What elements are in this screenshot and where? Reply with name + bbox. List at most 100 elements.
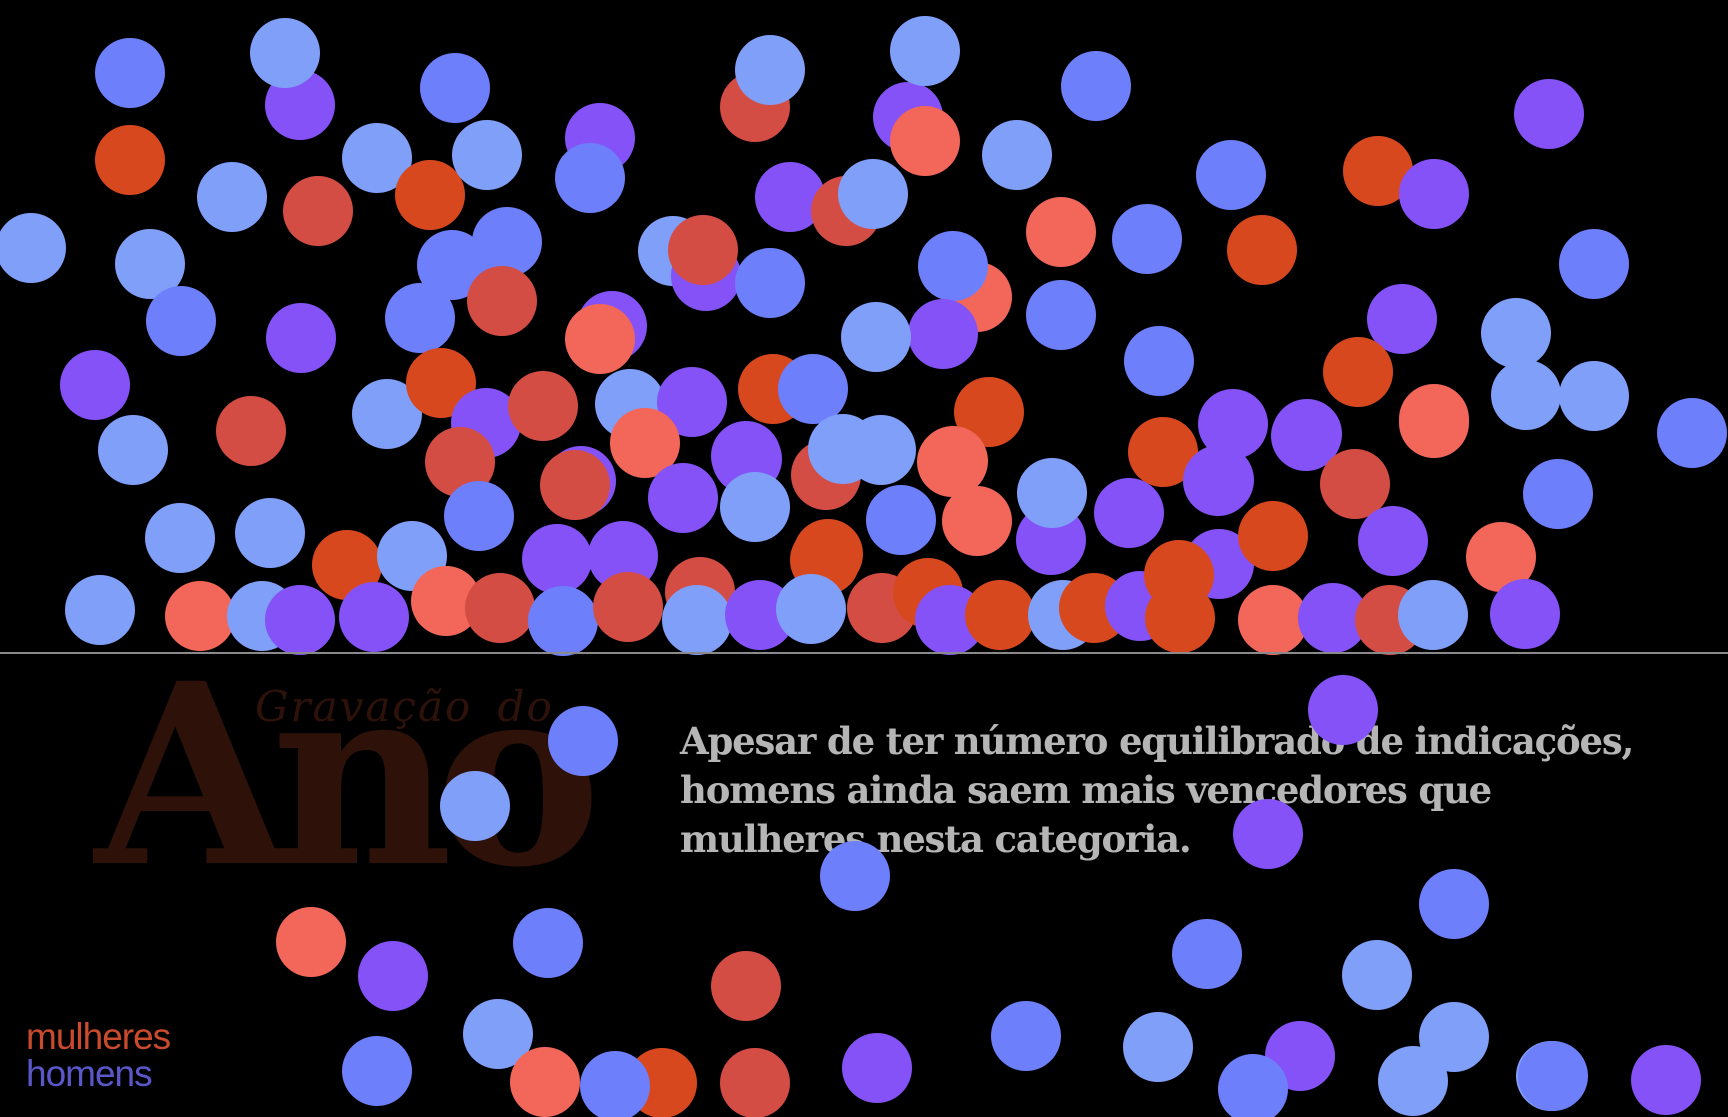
nominee-dot — [95, 125, 165, 195]
nominee-dot — [1112, 204, 1182, 274]
falling-dot — [991, 1001, 1061, 1071]
nominee-dot — [1490, 579, 1560, 649]
nominee-dot — [1399, 388, 1469, 458]
nominee-dot — [1320, 449, 1390, 519]
nominee-dot — [1491, 360, 1561, 430]
description-text: Apesar de ter número equilibrado de indi… — [680, 719, 1634, 861]
falling-dot — [342, 1036, 412, 1106]
nominee-dot — [115, 229, 185, 299]
legend-men-label: homens — [26, 1053, 153, 1094]
falling-dot — [1419, 1002, 1489, 1072]
nominee-dot — [890, 16, 960, 86]
falling-dot — [1218, 1054, 1288, 1117]
nominee-dot — [662, 585, 732, 655]
falling-dot — [1342, 940, 1412, 1010]
nominee-dot — [1514, 79, 1584, 149]
legend-women-label: mulheres — [26, 1016, 171, 1057]
nominee-dot — [522, 524, 592, 594]
nominee-dot — [444, 481, 514, 551]
falling-dot — [580, 1051, 650, 1117]
nominee-dot — [425, 427, 495, 497]
nominee-dot — [555, 143, 625, 213]
nominee-dot — [1398, 580, 1468, 650]
nominee-dot — [352, 379, 422, 449]
falling-dot — [276, 907, 346, 977]
nominee-dot — [339, 582, 409, 652]
falling-dot — [711, 951, 781, 1021]
nominee-dot — [1559, 361, 1629, 431]
nominee-dot — [1559, 229, 1629, 299]
nominee-dot — [1227, 215, 1297, 285]
nominee-dot — [954, 377, 1024, 447]
nominee-dot — [65, 575, 135, 645]
nominee-dot — [890, 106, 960, 176]
nominee-dot — [668, 215, 738, 285]
category-title-small: Gravação do — [255, 682, 554, 731]
nominee-dot — [1481, 298, 1551, 368]
nominee-dot — [648, 463, 718, 533]
nominee-dot — [1061, 51, 1131, 121]
nominee-dot — [1323, 337, 1393, 407]
falling-dot — [820, 841, 890, 911]
nominee-dot — [1271, 401, 1341, 471]
legend: mulheres homens — [26, 1016, 171, 1094]
nominee-dot — [406, 348, 476, 418]
category-title-large: Ano — [95, 628, 602, 922]
nominee-dot — [1367, 284, 1437, 354]
nominee-dot — [342, 123, 412, 193]
nominee-dot — [60, 350, 130, 420]
nominee-dot — [472, 207, 542, 277]
nominee-dot — [610, 408, 680, 478]
nominee-dot — [1523, 459, 1593, 529]
nominee-dot — [1183, 446, 1253, 516]
nominee-dot — [452, 120, 522, 190]
nominee-dot — [250, 18, 320, 88]
nominee-dot — [395, 160, 465, 230]
nominee-dot — [266, 303, 336, 373]
falling-dot — [1308, 675, 1378, 745]
nominee-dot — [1094, 478, 1164, 548]
nominee-dot — [465, 573, 535, 643]
falling-dot — [1378, 1046, 1448, 1116]
falling-dot — [720, 1048, 790, 1117]
nominee-dot — [1026, 197, 1096, 267]
nominee-dot — [420, 53, 490, 123]
nominee-dot — [565, 304, 635, 374]
falling-dot — [1123, 1012, 1193, 1082]
nominee-dot — [778, 354, 848, 424]
nominee-dot — [283, 176, 353, 246]
nominee-dot — [265, 585, 335, 655]
nominee-dot — [1017, 458, 1087, 528]
nominee-dot — [146, 286, 216, 356]
nominee-dot — [1466, 522, 1536, 592]
nominee-dot — [1026, 280, 1096, 350]
nominee-dot — [908, 299, 978, 369]
nominee-dot — [1298, 583, 1368, 653]
nominee-dot — [918, 231, 988, 301]
nominee-dot — [657, 367, 727, 437]
nominee-dot — [1145, 583, 1215, 653]
nominee-dot — [982, 120, 1052, 190]
nominee-dot — [1238, 501, 1308, 571]
nominee-dot — [1124, 326, 1194, 396]
nominee-dot — [508, 371, 578, 441]
nominee-dot — [197, 162, 267, 232]
nominee-dot — [965, 580, 1035, 650]
nominee-dot — [588, 521, 658, 591]
nominee-dot — [841, 302, 911, 372]
baseline-divider — [0, 652, 1728, 654]
nominee-dot — [720, 472, 790, 542]
nominee-dot — [808, 414, 878, 484]
nominee-dot — [1128, 417, 1198, 487]
nominee-dot — [540, 450, 610, 520]
nominee-dot — [165, 581, 235, 651]
nominee-dot — [776, 574, 846, 644]
nominee-dot — [417, 230, 487, 300]
falling-dot — [1518, 1041, 1588, 1111]
nominee-dot — [235, 498, 305, 568]
nominee-dot — [725, 580, 795, 650]
nominee-dot — [145, 503, 215, 573]
nominee-dot — [98, 415, 168, 485]
